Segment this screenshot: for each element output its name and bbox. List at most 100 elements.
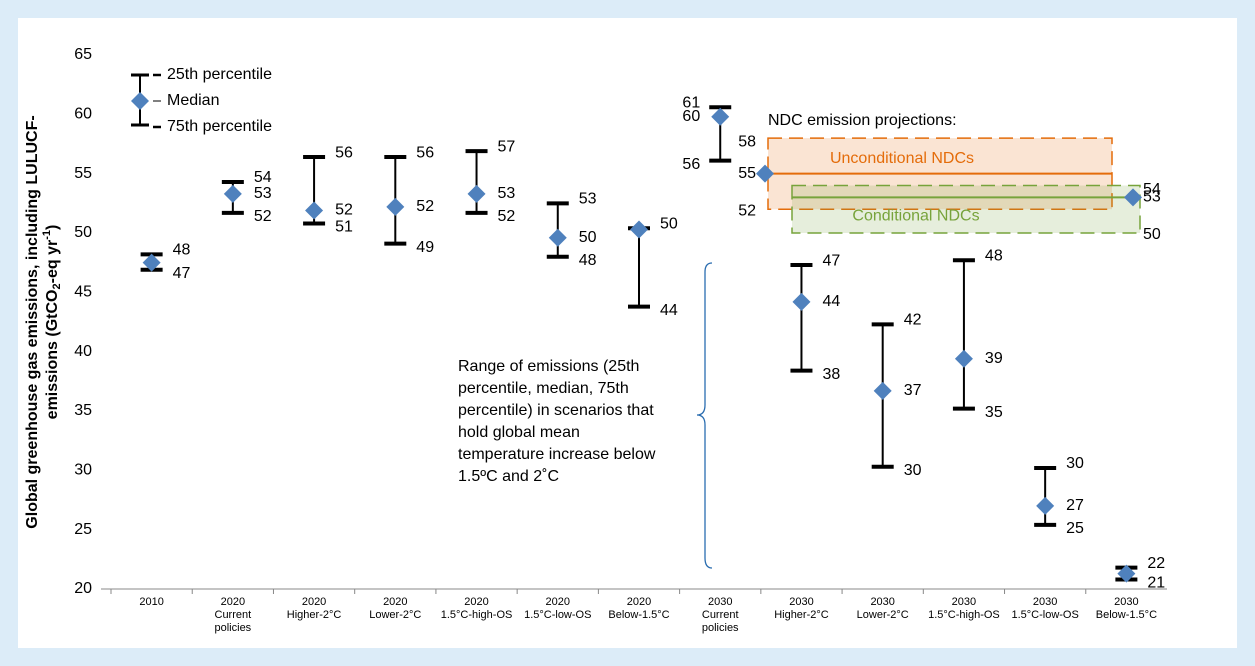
legend-label: 75th percentile <box>167 118 272 135</box>
x-tick-label: 1.5°C-low-OS <box>524 609 591 621</box>
y-label-part: ) <box>44 225 61 230</box>
annotation: percentile, median, 75th <box>458 380 629 397</box>
value-label: 27 <box>1066 497 1084 514</box>
x-tick-label: 1.5°C-high-OS <box>441 609 513 621</box>
x-tick-label: 2020 <box>627 596 651 608</box>
value-label: 54 <box>254 169 272 186</box>
value-label: 48 <box>579 252 597 269</box>
ndc-marker <box>756 164 774 183</box>
ndc-marker <box>1124 188 1142 207</box>
x-tick-label: 2030 <box>1114 596 1138 608</box>
x-tick-label: Current <box>215 609 252 621</box>
value-label: 57 <box>498 138 516 155</box>
y-label-part: -eq yr <box>44 240 61 284</box>
ndc-label: Conditional NDCs <box>852 208 979 225</box>
value-label: 22 <box>1147 555 1165 572</box>
value-label: 52 <box>254 208 272 225</box>
ndc-value-label: 55 <box>738 165 756 182</box>
y-tick-label: 45 <box>74 284 92 301</box>
y-label-line: Global greenhouse gas emissions, includi… <box>24 115 41 528</box>
y-axis-label: Global greenhouse gas emissions, includi… <box>24 115 63 528</box>
ndc-value-label: 52 <box>738 202 756 219</box>
x-tick-label: Higher-2°C <box>774 609 829 621</box>
x-tick-label: Below-1.5°C <box>608 609 669 621</box>
value-label: 47 <box>822 252 840 269</box>
x-tick-label: 2020 <box>302 596 326 608</box>
value-label: 30 <box>1066 455 1084 472</box>
value-label: 61 <box>682 94 700 111</box>
y-tick-label: 30 <box>74 462 92 479</box>
y-tick-label: 35 <box>74 402 92 419</box>
value-label: 52 <box>416 198 434 215</box>
value-label: 53 <box>579 191 597 208</box>
legend-label: Median <box>167 92 219 109</box>
value-label: 38 <box>822 366 840 383</box>
y-tick-label: 55 <box>74 165 92 182</box>
value-label: 56 <box>416 144 434 161</box>
value-label: 53 <box>498 185 516 202</box>
ndc-value-label: 50 <box>1143 226 1161 243</box>
value-label: 50 <box>660 215 678 232</box>
median-marker <box>305 201 324 220</box>
value-label: 48 <box>985 248 1003 265</box>
x-tick-label: 2030 <box>708 596 732 608</box>
median-marker <box>467 184 486 203</box>
value-label: 50 <box>579 229 597 246</box>
value-label: 53 <box>254 185 272 202</box>
x-tick-label: 2030 <box>952 596 976 608</box>
value-label: 51 <box>335 219 353 236</box>
value-label: 42 <box>904 312 922 329</box>
value-label: 60 <box>682 108 700 125</box>
y-tick-label: 40 <box>74 343 92 360</box>
ndc-value-label: 58 <box>738 133 756 150</box>
median-marker <box>792 292 811 311</box>
x-tick-label: 2020 <box>383 596 407 608</box>
median-marker <box>386 197 405 216</box>
x-tick-label: 1.5°C-low-OS <box>1011 609 1078 621</box>
ndc-value-label: 53 <box>1143 189 1161 206</box>
median-marker <box>873 381 892 400</box>
ndc-range <box>791 184 1141 234</box>
y-tick-label: 65 <box>74 46 92 63</box>
y-label-sup: -1 <box>41 230 53 240</box>
value-label: 25 <box>1066 520 1084 537</box>
y-tick-label: 60 <box>74 106 92 123</box>
x-tick-label: 2020 <box>221 596 245 608</box>
value-label: 21 <box>1147 575 1165 592</box>
median-marker <box>548 228 567 247</box>
x-tick-label: 2030 <box>1033 596 1057 608</box>
value-label: 52 <box>335 202 353 219</box>
annotation: 1.5ºC and 2˚C <box>458 468 559 485</box>
y-tick-label: 20 <box>74 580 92 597</box>
value-label: 37 <box>904 382 922 399</box>
y-tick-label: 25 <box>74 521 92 538</box>
x-tick-label: 2010 <box>139 596 163 608</box>
x-tick-label: 1.5°C-high-OS <box>928 609 1000 621</box>
legend-label: 25th percentile <box>167 66 272 83</box>
value-label: 44 <box>660 302 678 319</box>
median-marker <box>1117 564 1136 583</box>
x-tick-label: 2030 <box>789 596 813 608</box>
ndc-title: NDC emission projections: <box>768 112 957 129</box>
x-tick-label: Below-1.5°C <box>1096 609 1157 621</box>
x-tick-label: Lower-2°C <box>369 609 421 621</box>
panel <box>18 18 1237 648</box>
annotation: hold global mean <box>458 424 580 441</box>
legend-marker <box>131 92 149 110</box>
annotation: temperature increase below <box>458 446 656 463</box>
annotation: percentile) in scenarios that <box>458 402 654 419</box>
y-tick-label: 50 <box>74 224 92 241</box>
x-tick-label: Current <box>702 609 739 621</box>
x-tick-label: Higher-2°C <box>287 609 342 621</box>
x-tick-label: policies <box>215 622 252 634</box>
y-label-line: emissions (GtCO <box>44 290 61 420</box>
value-label: 49 <box>416 239 434 256</box>
x-tick-label: 2030 <box>870 596 894 608</box>
value-label: 56 <box>682 156 700 173</box>
value-label: 39 <box>985 350 1003 367</box>
annotation: Range of emissions (25th <box>458 358 639 375</box>
value-label: 35 <box>985 404 1003 421</box>
median-marker <box>630 220 648 239</box>
median-marker <box>954 349 973 368</box>
